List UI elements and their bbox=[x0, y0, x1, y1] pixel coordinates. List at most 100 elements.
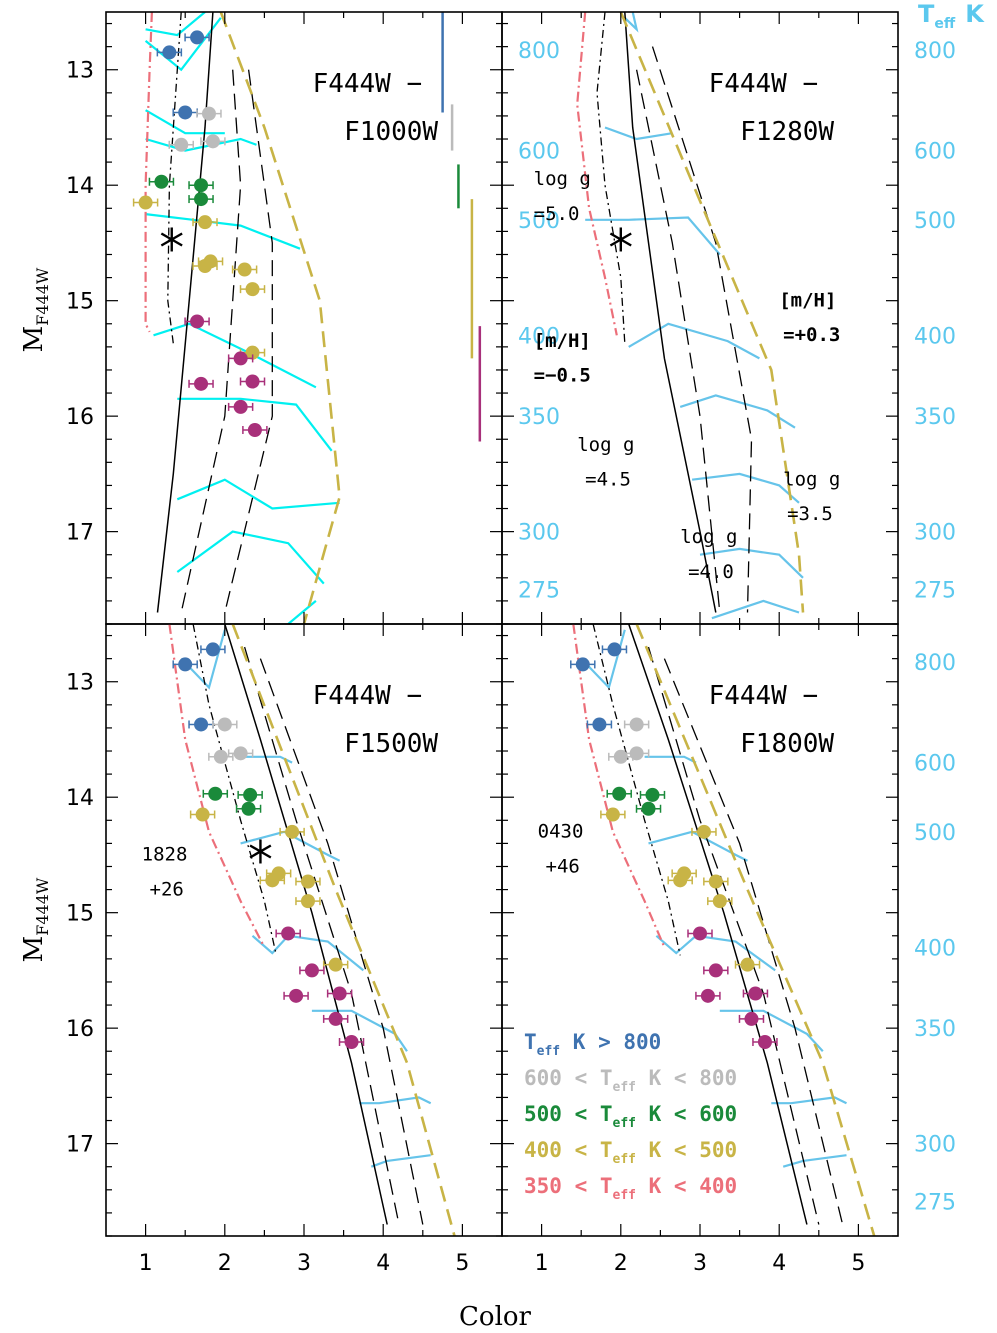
annotation-label: log g bbox=[577, 434, 634, 456]
data-point bbox=[233, 399, 248, 414]
teff-tick-label: 500 bbox=[914, 209, 956, 234]
model-curve-longdash bbox=[647, 646, 820, 1225]
iso-teff-curve bbox=[287, 600, 317, 624]
legend-post: K < 600 bbox=[636, 1102, 737, 1126]
data-point bbox=[748, 986, 763, 1001]
data-point bbox=[629, 717, 644, 732]
iso-teff-curve bbox=[585, 216, 721, 256]
svg-text:MF444W: MF444W bbox=[19, 267, 52, 352]
star-marker bbox=[160, 227, 183, 252]
data-point bbox=[344, 1035, 359, 1050]
teff-tick-label: 300 bbox=[914, 1133, 956, 1158]
data-point bbox=[245, 282, 260, 297]
y-tick-label: 14 bbox=[66, 786, 94, 811]
data-point bbox=[613, 749, 628, 764]
star-marker bbox=[609, 227, 632, 252]
data-point bbox=[289, 988, 304, 1003]
data-point bbox=[641, 801, 656, 816]
y-axis-title-main-2: M bbox=[19, 936, 49, 963]
x-tick-label: 4 bbox=[376, 1251, 390, 1276]
legend-entry: 600 < Teff K < 800 bbox=[524, 1066, 737, 1095]
model-curve-golddash bbox=[635, 624, 876, 1236]
iso-teff-curve bbox=[604, 126, 673, 141]
model-curve-solid bbox=[624, 12, 717, 613]
teff-tick-label: 600 bbox=[914, 752, 956, 777]
teff-tick-label: 300 bbox=[518, 521, 560, 546]
model-curve-longdash bbox=[259, 658, 424, 1225]
legend-entry: 400 < Teff K < 500 bbox=[524, 1138, 737, 1167]
teff-tick-label: 500 bbox=[518, 209, 560, 234]
data-point bbox=[696, 824, 711, 839]
model-curve-dashdot bbox=[592, 624, 681, 956]
legend-pre: 600 < bbox=[524, 1066, 600, 1090]
data-point bbox=[217, 717, 232, 732]
svg-text:MF444W: MF444W bbox=[19, 877, 52, 962]
x-tick-label: 2 bbox=[614, 1251, 628, 1276]
data-point bbox=[243, 787, 258, 802]
x-tick-label: 3 bbox=[693, 1251, 707, 1276]
annotation-label: =4.5 bbox=[585, 468, 631, 490]
data-point bbox=[162, 45, 177, 60]
model-curve-solid bbox=[156, 12, 214, 613]
model-curve-dashdot bbox=[167, 12, 182, 344]
star-stroke bbox=[160, 232, 183, 247]
panel-top-left: 13 14 15 16 17 800 600 500 400 350 300 275 F444W − F1… bbox=[66, 11, 560, 625]
data-point bbox=[178, 105, 193, 120]
teff-tick-label: 350 bbox=[518, 405, 560, 430]
data-point bbox=[194, 178, 209, 193]
right-axis-title-main: T bbox=[918, 0, 935, 28]
star-stroke bbox=[249, 844, 272, 859]
annotation-label: =+0.3 bbox=[783, 324, 840, 346]
data-point bbox=[712, 894, 727, 909]
y-tick-label: 13 bbox=[66, 671, 94, 696]
iso-teff-curve bbox=[177, 397, 333, 452]
iso-teff-curve bbox=[359, 1096, 432, 1105]
iso-teff-curve bbox=[711, 599, 800, 620]
data-point bbox=[195, 807, 210, 822]
x-tick-label: 2 bbox=[218, 1251, 232, 1276]
legend-sub: eff bbox=[613, 1080, 636, 1095]
data-point bbox=[281, 926, 296, 941]
legend-mid: T bbox=[600, 1138, 613, 1162]
iso-teff-curve bbox=[644, 755, 697, 764]
panel-bottom-right: 1 2 3 4 5 800 600 500 400 350 300 275 F444W − F1800W 0… bbox=[501, 623, 956, 1276]
annotation-label: 1828 bbox=[142, 844, 188, 866]
legend-sub: eff bbox=[613, 1116, 636, 1131]
model-curve-golddash bbox=[231, 624, 456, 1236]
plot-area bbox=[132, 12, 482, 624]
y-tick-label: 16 bbox=[66, 1017, 94, 1042]
data-point bbox=[612, 786, 627, 801]
iso-teff-curve bbox=[719, 1009, 824, 1052]
panel-top-right: 800 600 500 400 350 300 275 F444W − F1280W log g =… bbox=[501, 11, 956, 625]
data-point bbox=[205, 642, 220, 657]
legend-entry: 350 < Teff K < 400 bbox=[524, 1174, 737, 1203]
panel-bottom-left: 13 14 15 16 17 1 2 3 4 5 F444W − F1500W 1828 +26 bbox=[66, 623, 503, 1276]
iso-teff-curve bbox=[311, 1009, 408, 1052]
annotation-label: log g bbox=[680, 526, 737, 548]
teff-tick-label: 800 bbox=[914, 651, 956, 676]
filter-title-line1: F444W − bbox=[709, 69, 819, 99]
data-point bbox=[194, 717, 209, 732]
model-curve-solid bbox=[224, 624, 388, 1225]
iso-teff-curve bbox=[699, 547, 804, 579]
legend-post: K < 500 bbox=[636, 1138, 737, 1162]
legend-post: K < 400 bbox=[636, 1174, 737, 1198]
legend-post: K > 800 bbox=[560, 1030, 661, 1054]
iso-teff-curve bbox=[145, 109, 225, 135]
y-tick-label: 15 bbox=[66, 902, 94, 927]
data-point bbox=[700, 988, 715, 1003]
data-point bbox=[233, 746, 248, 761]
model-curve-longdash bbox=[180, 69, 242, 613]
teff-tick-label: 275 bbox=[914, 1190, 956, 1215]
data-point bbox=[629, 746, 644, 761]
data-point bbox=[740, 957, 755, 972]
annotation-label: =3.5 bbox=[787, 503, 833, 525]
data-point bbox=[194, 376, 209, 391]
teff-tick-label: 350 bbox=[914, 405, 956, 430]
data-point bbox=[203, 254, 218, 269]
star-stroke bbox=[609, 232, 632, 247]
teff-tick-label: 275 bbox=[914, 578, 956, 603]
annotation-label: log g bbox=[534, 168, 591, 190]
legend-mid: T bbox=[600, 1174, 613, 1198]
